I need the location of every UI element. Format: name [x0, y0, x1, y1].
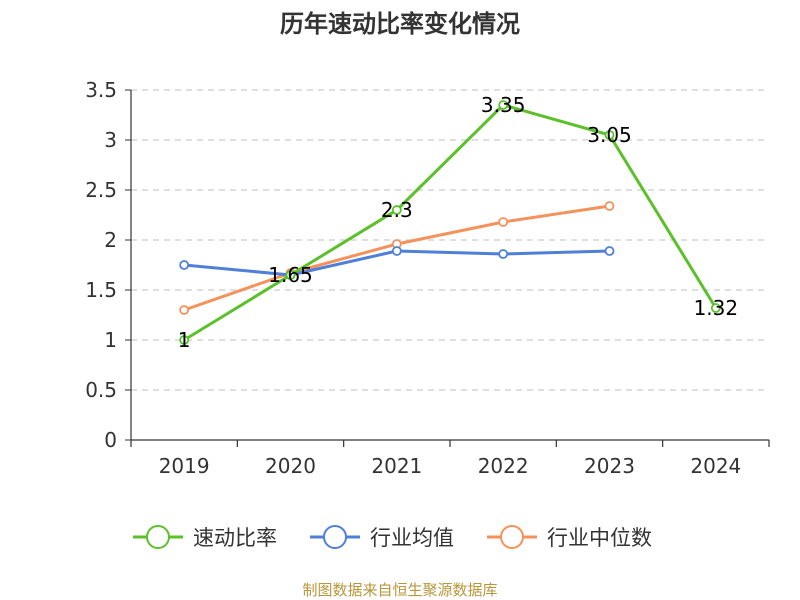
series-line: [182, 103, 718, 342]
grid: [131, 89, 769, 391]
y-tick-label: 2.5: [85, 178, 117, 202]
legend-marker[interactable]: [323, 525, 347, 549]
source-note: 制图数据来自恒生聚源数据库: [302, 581, 497, 599]
axes: 0 0.5 1 1.5 2 2.5 3 3.5 2019 2020 2021 2022 2023 2024: [85, 78, 770, 478]
x-tick-label: 2020: [265, 454, 316, 478]
y-tick-label: 3.5: [85, 78, 117, 102]
x-tick-label: 2021: [371, 454, 422, 478]
data-point[interactable]: [179, 335, 190, 345]
data-point[interactable]: [285, 270, 296, 280]
y-tick-label: 0: [104, 428, 117, 452]
x-tick-label: 2023: [584, 454, 635, 478]
data-point[interactable]: [498, 249, 509, 259]
x-tick-label: 2024: [690, 454, 741, 478]
x-tick-label: 2022: [478, 454, 529, 478]
data-point[interactable]: [710, 303, 721, 313]
data-point[interactable]: [498, 100, 509, 110]
data-point[interactable]: [391, 246, 402, 256]
data-point[interactable]: [179, 260, 190, 270]
data-label: 2.3: [381, 198, 413, 222]
series: [179, 100, 721, 345]
data-label: 1.65: [268, 263, 313, 287]
chart-title: 历年速动比率变化情况: [280, 10, 520, 38]
y-tick-label: 1.5: [85, 278, 117, 302]
data-point[interactable]: [498, 217, 509, 227]
data-label: 1.32: [694, 296, 739, 320]
data-label: 3.35: [481, 93, 526, 117]
legend-label[interactable]: 行业中位数: [547, 526, 652, 550]
legend[interactable]: 速动比率 行业均值 行业中位数: [133, 525, 652, 550]
data-point[interactable]: [604, 201, 615, 211]
data-label: 1: [178, 328, 191, 352]
legend-label[interactable]: 速动比率: [193, 526, 277, 550]
x-tick-label: 2019: [159, 454, 210, 478]
data-point[interactable]: [604, 246, 615, 256]
data-point[interactable]: [179, 305, 190, 315]
y-tick-label: 1: [104, 328, 117, 352]
data-point[interactable]: [391, 205, 402, 215]
legend-marker[interactable]: [500, 525, 524, 549]
y-tick-label: 0.5: [85, 378, 117, 402]
y-tick-label: 3: [104, 128, 117, 152]
data-point[interactable]: [604, 130, 615, 140]
legend-marker[interactable]: [146, 525, 170, 549]
data-labels: 1 1.65 2.3 3.35 3.05 1.32: [178, 93, 738, 352]
data-label: 3.05: [587, 123, 632, 147]
legend-label[interactable]: 行业均值: [370, 526, 454, 550]
y-tick-label: 2: [104, 228, 117, 252]
